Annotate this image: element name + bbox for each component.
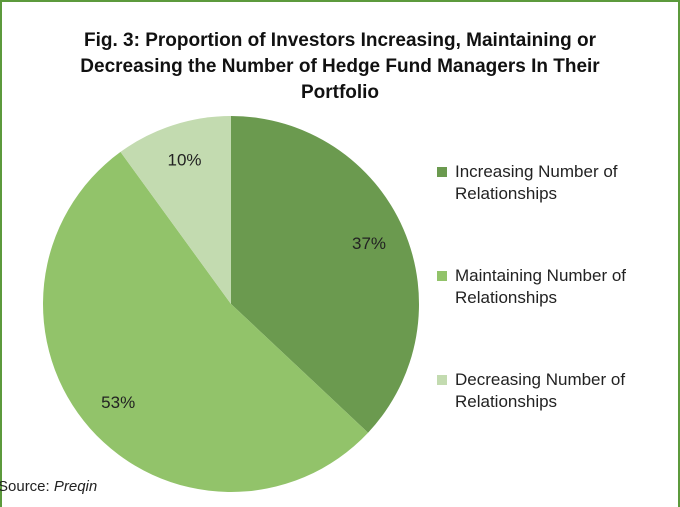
legend-label: Increasing Number of Relationships [455,162,618,203]
source: Source: Preqin [0,478,97,495]
source-label: Source: [0,478,50,495]
chart-title: Fig. 3: Proportion of Investors Increasi… [80,30,600,103]
source-name: Preqin [53,478,98,495]
pie-slice [120,116,231,304]
legend-label: Maintaining Number of Relationships [455,266,627,307]
pie-slice [42,151,369,493]
legend-label: Decreasing Number of Relationships [455,370,626,411]
pie-slice [231,116,419,433]
legend-swatch [437,167,447,177]
data-label: 10% [168,150,202,169]
legend-swatch [437,271,447,281]
data-label: 37% [352,234,386,253]
legend-item: Decreasing Number of Relationships [437,369,662,413]
data-label: 53% [101,393,135,412]
legend-swatch [437,375,447,385]
legend-item: Increasing Number of Relationships [437,161,662,205]
legend-item: Maintaining Number of Relationships [437,265,662,309]
